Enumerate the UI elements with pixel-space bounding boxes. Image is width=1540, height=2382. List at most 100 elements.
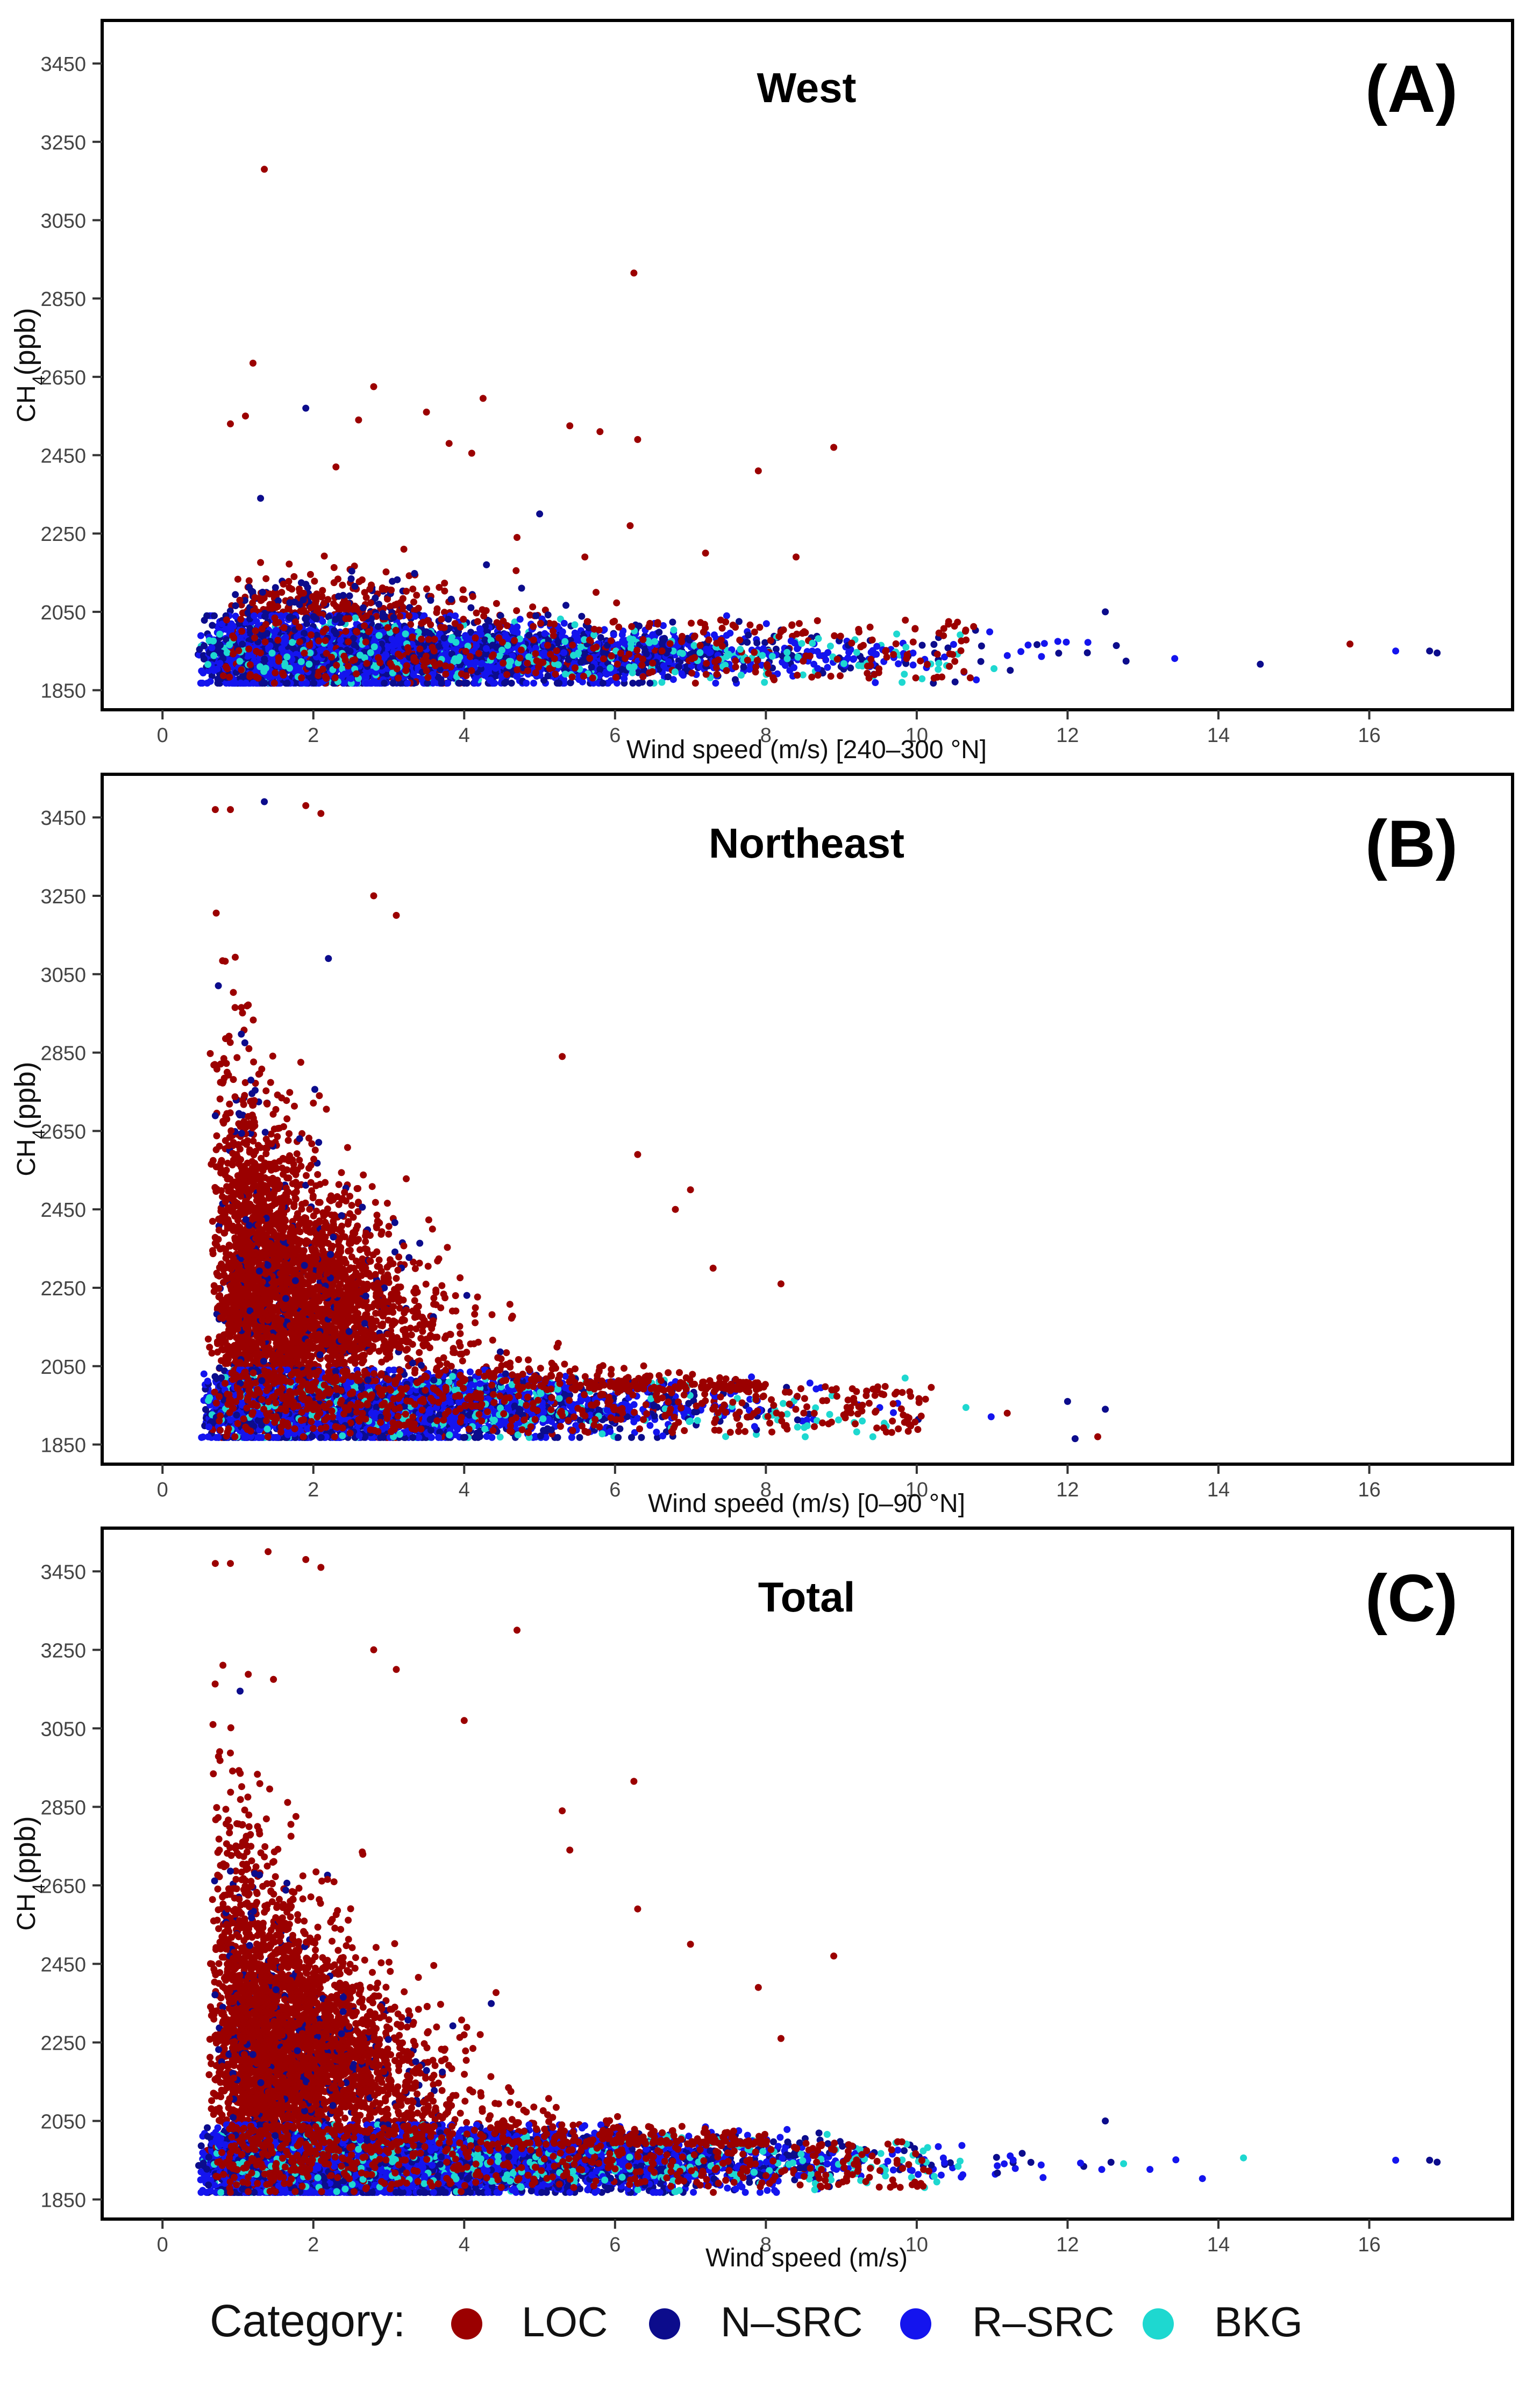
data-point bbox=[651, 638, 659, 645]
data-point bbox=[593, 589, 600, 596]
data-point bbox=[423, 408, 430, 416]
data-point bbox=[990, 665, 998, 672]
data-point bbox=[489, 641, 496, 649]
data-point bbox=[612, 674, 620, 681]
data-point bbox=[423, 628, 430, 636]
data-point bbox=[266, 590, 274, 598]
data-point bbox=[347, 675, 355, 682]
data-point bbox=[872, 679, 879, 686]
data-point bbox=[691, 680, 699, 687]
data-point bbox=[514, 534, 521, 541]
data-point bbox=[241, 597, 248, 604]
data-point bbox=[581, 553, 589, 561]
data-point bbox=[473, 609, 480, 617]
data-point bbox=[630, 663, 638, 671]
data-point bbox=[227, 420, 234, 427]
data-point bbox=[397, 599, 404, 606]
data-point bbox=[310, 603, 317, 610]
data-point bbox=[498, 646, 505, 654]
data-point bbox=[940, 625, 947, 632]
data-point bbox=[251, 612, 258, 619]
data-point bbox=[349, 657, 357, 664]
data-point bbox=[319, 587, 326, 594]
data-point bbox=[566, 422, 574, 430]
data-point bbox=[1426, 647, 1434, 655]
data-point bbox=[1054, 638, 1061, 645]
data-point bbox=[274, 637, 282, 644]
data-point bbox=[1033, 641, 1041, 648]
data-point bbox=[530, 636, 537, 644]
data-point bbox=[210, 637, 217, 645]
data-point bbox=[337, 637, 344, 644]
data-point bbox=[645, 623, 653, 630]
data-point bbox=[513, 673, 521, 680]
data-point bbox=[483, 561, 490, 568]
data-point bbox=[950, 641, 957, 648]
data-point bbox=[368, 581, 375, 589]
data-point bbox=[285, 577, 293, 585]
data-point bbox=[532, 650, 539, 658]
data-point bbox=[717, 616, 724, 624]
data-point bbox=[516, 654, 524, 662]
data-point bbox=[296, 585, 303, 593]
data-point bbox=[552, 671, 559, 678]
data-point bbox=[732, 657, 739, 665]
data-point bbox=[296, 601, 303, 608]
data-point bbox=[447, 595, 455, 603]
data-point bbox=[208, 644, 216, 652]
data-point bbox=[388, 636, 396, 643]
data-point bbox=[712, 680, 719, 687]
data-point bbox=[404, 680, 411, 687]
data-point bbox=[339, 591, 347, 599]
data-point bbox=[262, 1087, 270, 1095]
data-point bbox=[339, 581, 346, 589]
data-point bbox=[960, 668, 968, 675]
data-point bbox=[912, 674, 919, 682]
data-point bbox=[306, 570, 314, 578]
data-point bbox=[438, 680, 445, 687]
data-point bbox=[330, 600, 337, 608]
data-point bbox=[532, 669, 539, 676]
data-point bbox=[363, 660, 370, 667]
data-point bbox=[315, 637, 323, 645]
data-point bbox=[794, 645, 801, 652]
data-point bbox=[986, 628, 994, 636]
data-point bbox=[384, 624, 391, 631]
data-point bbox=[232, 602, 239, 609]
data-point bbox=[634, 436, 641, 443]
data-point bbox=[395, 674, 402, 682]
data-point bbox=[481, 672, 488, 679]
data-point bbox=[319, 666, 326, 673]
data-point bbox=[895, 660, 902, 667]
data-point bbox=[671, 668, 679, 676]
data-point bbox=[516, 616, 524, 623]
data-point bbox=[396, 612, 404, 620]
data-point bbox=[617, 650, 624, 657]
data-point bbox=[245, 577, 253, 584]
data-point bbox=[518, 584, 525, 592]
data-point bbox=[493, 619, 501, 626]
data-point bbox=[333, 661, 340, 669]
data-point bbox=[1063, 638, 1070, 646]
data-point bbox=[560, 649, 568, 657]
data-point bbox=[630, 269, 638, 277]
data-point bbox=[275, 597, 282, 604]
data-point bbox=[524, 660, 531, 667]
data-point bbox=[753, 639, 761, 647]
data-point bbox=[555, 680, 563, 687]
data-point bbox=[319, 629, 327, 636]
data-point bbox=[613, 599, 621, 607]
data-point bbox=[303, 615, 310, 622]
data-point bbox=[433, 605, 441, 612]
data-point bbox=[498, 638, 506, 646]
data-point bbox=[933, 651, 941, 658]
data-point bbox=[702, 671, 710, 678]
data-point bbox=[746, 621, 754, 629]
data-point bbox=[940, 632, 947, 639]
data-point bbox=[311, 577, 318, 585]
y-tick-label: 1850 bbox=[40, 680, 86, 703]
x-tick-label: 16 bbox=[1358, 724, 1380, 747]
data-point bbox=[696, 649, 704, 657]
data-point bbox=[944, 644, 952, 652]
data-point bbox=[867, 655, 875, 663]
